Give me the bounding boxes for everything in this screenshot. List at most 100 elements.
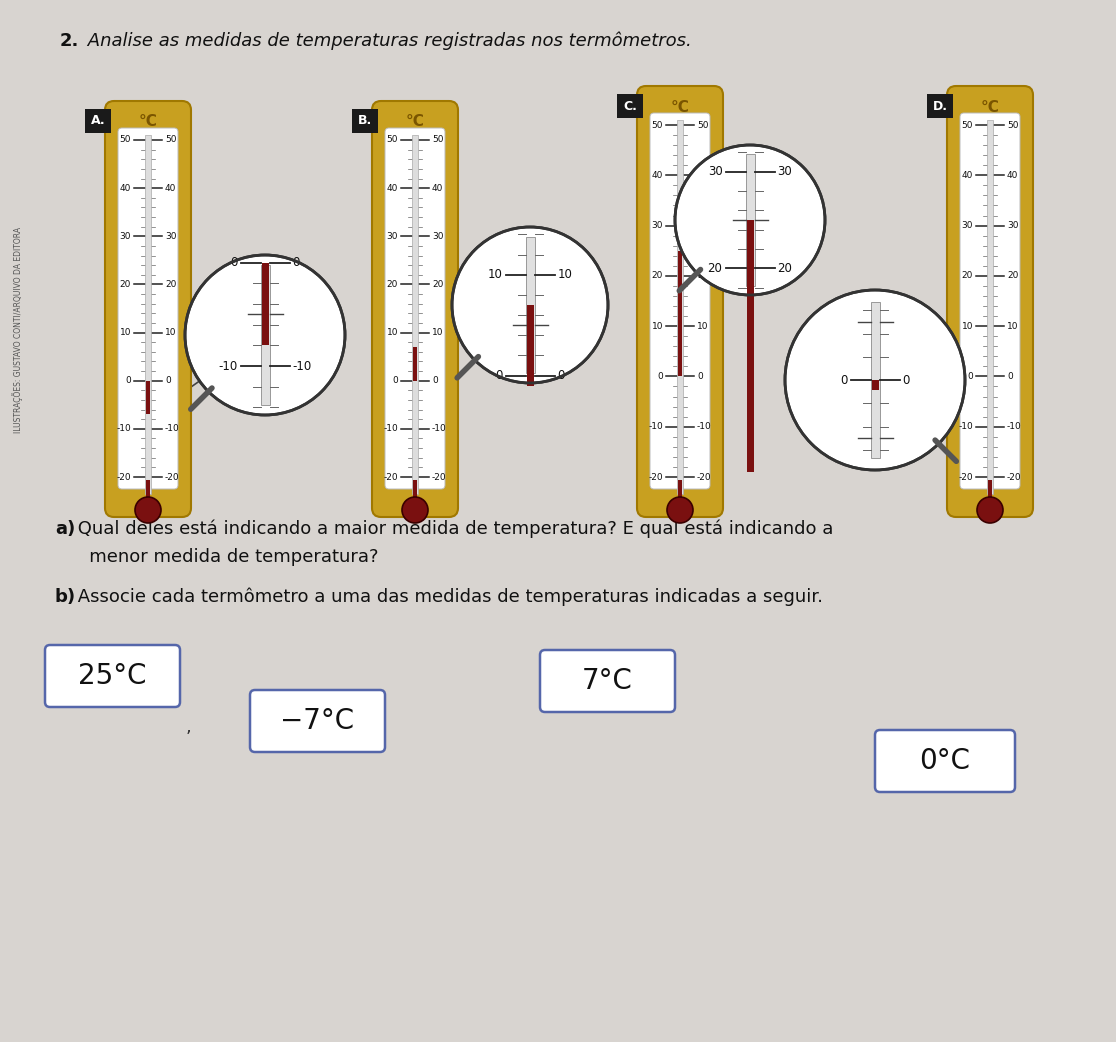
Text: 20: 20 (119, 280, 131, 289)
FancyBboxPatch shape (352, 109, 378, 133)
Bar (677, 120, 683, 494)
Text: 50: 50 (1007, 121, 1019, 129)
Text: 10: 10 (488, 268, 502, 281)
FancyBboxPatch shape (45, 645, 180, 708)
Text: -20: -20 (165, 472, 180, 481)
Text: °C: °C (981, 99, 1000, 115)
Text: 50: 50 (386, 135, 398, 145)
FancyBboxPatch shape (875, 730, 1014, 792)
Text: 50: 50 (652, 121, 663, 129)
FancyBboxPatch shape (118, 128, 177, 489)
Circle shape (667, 497, 693, 523)
Bar (747, 220, 753, 472)
Bar (146, 480, 151, 510)
Bar (677, 251, 682, 376)
Text: 0°C: 0°C (920, 747, 971, 775)
Text: a): a) (55, 520, 75, 538)
Bar (413, 347, 417, 380)
Text: -20: -20 (1007, 472, 1021, 481)
Text: 30: 30 (386, 231, 398, 241)
Circle shape (402, 497, 429, 523)
Text: 30: 30 (165, 231, 176, 241)
Bar (872, 380, 878, 390)
Text: 10: 10 (119, 328, 131, 337)
Text: -10: -10 (383, 424, 398, 433)
Text: Associe cada termômetro a uma das medidas de temperaturas indicadas a seguir.: Associe cada termômetro a uma das medida… (73, 588, 822, 606)
Text: 30: 30 (1007, 221, 1019, 230)
Text: 20: 20 (432, 280, 443, 289)
Text: 0: 0 (657, 372, 663, 381)
Text: 20: 20 (778, 262, 792, 275)
Text: 10: 10 (962, 322, 973, 330)
Circle shape (976, 497, 1003, 523)
Text: 0: 0 (496, 369, 502, 382)
Text: 50: 50 (698, 121, 709, 129)
Text: -10: -10 (116, 424, 131, 433)
Text: -10: -10 (219, 359, 238, 372)
Text: ILUSTRAÇÕES: GUSTAVO CONTI/ARQUIVO DA EDITORA: ILUSTRAÇÕES: GUSTAVO CONTI/ARQUIVO DA ED… (12, 227, 23, 433)
FancyBboxPatch shape (947, 86, 1033, 517)
Bar (526, 237, 535, 373)
Text: menor medida de temperatura?: menor medida de temperatura? (73, 548, 378, 566)
Bar (987, 120, 993, 494)
Text: 2.: 2. (60, 32, 79, 50)
Text: °C: °C (138, 115, 157, 129)
Text: 0: 0 (165, 376, 171, 386)
Text: 20: 20 (652, 271, 663, 280)
FancyBboxPatch shape (385, 128, 445, 489)
Text: 20: 20 (386, 280, 398, 289)
Bar (412, 135, 418, 494)
Bar (870, 302, 879, 457)
Text: -10: -10 (292, 359, 311, 372)
Text: 40: 40 (386, 183, 398, 193)
Text: -20: -20 (432, 472, 446, 481)
Text: 0: 0 (432, 376, 437, 386)
Circle shape (785, 290, 965, 470)
Text: 0: 0 (903, 373, 910, 387)
Text: -20: -20 (698, 472, 712, 481)
Text: -10: -10 (432, 424, 446, 433)
Text: C.: C. (623, 99, 637, 113)
Text: D.: D. (933, 99, 947, 113)
Text: 30: 30 (962, 221, 973, 230)
FancyBboxPatch shape (85, 109, 110, 133)
Text: 0: 0 (1007, 372, 1012, 381)
Bar (146, 380, 151, 415)
Circle shape (675, 145, 825, 295)
Text: B.: B. (358, 115, 372, 127)
Bar (527, 305, 533, 386)
FancyBboxPatch shape (637, 86, 723, 517)
Bar (145, 135, 151, 494)
Text: Analise as medidas de temperaturas registradas nos termômetros.: Analise as medidas de temperaturas regis… (81, 32, 692, 50)
Text: A.: A. (90, 115, 105, 127)
Text: 0: 0 (292, 256, 300, 269)
Text: 20: 20 (165, 280, 176, 289)
Text: 0: 0 (698, 372, 703, 381)
Text: 25°C: 25°C (78, 662, 146, 690)
FancyBboxPatch shape (250, 690, 385, 752)
Text: 20: 20 (962, 271, 973, 280)
Text: -10: -10 (959, 422, 973, 431)
Bar (261, 263, 269, 345)
Text: 50: 50 (165, 135, 176, 145)
Text: 0: 0 (840, 373, 847, 387)
Circle shape (185, 255, 345, 415)
FancyBboxPatch shape (650, 113, 710, 489)
Text: 30: 30 (119, 231, 131, 241)
Text: 20: 20 (1007, 271, 1019, 280)
Text: 10: 10 (558, 268, 573, 281)
Bar (745, 154, 754, 287)
Text: 10: 10 (386, 328, 398, 337)
Text: 0: 0 (558, 369, 565, 382)
Bar (260, 265, 269, 405)
Text: 40: 40 (962, 171, 973, 180)
Text: 50: 50 (119, 135, 131, 145)
Text: 0: 0 (230, 256, 238, 269)
FancyBboxPatch shape (927, 94, 953, 118)
Text: 0: 0 (125, 376, 131, 386)
Text: -10: -10 (648, 422, 663, 431)
Text: 10: 10 (165, 328, 176, 337)
Text: 7°C: 7°C (583, 667, 633, 695)
Bar (677, 480, 682, 510)
FancyBboxPatch shape (540, 650, 675, 712)
